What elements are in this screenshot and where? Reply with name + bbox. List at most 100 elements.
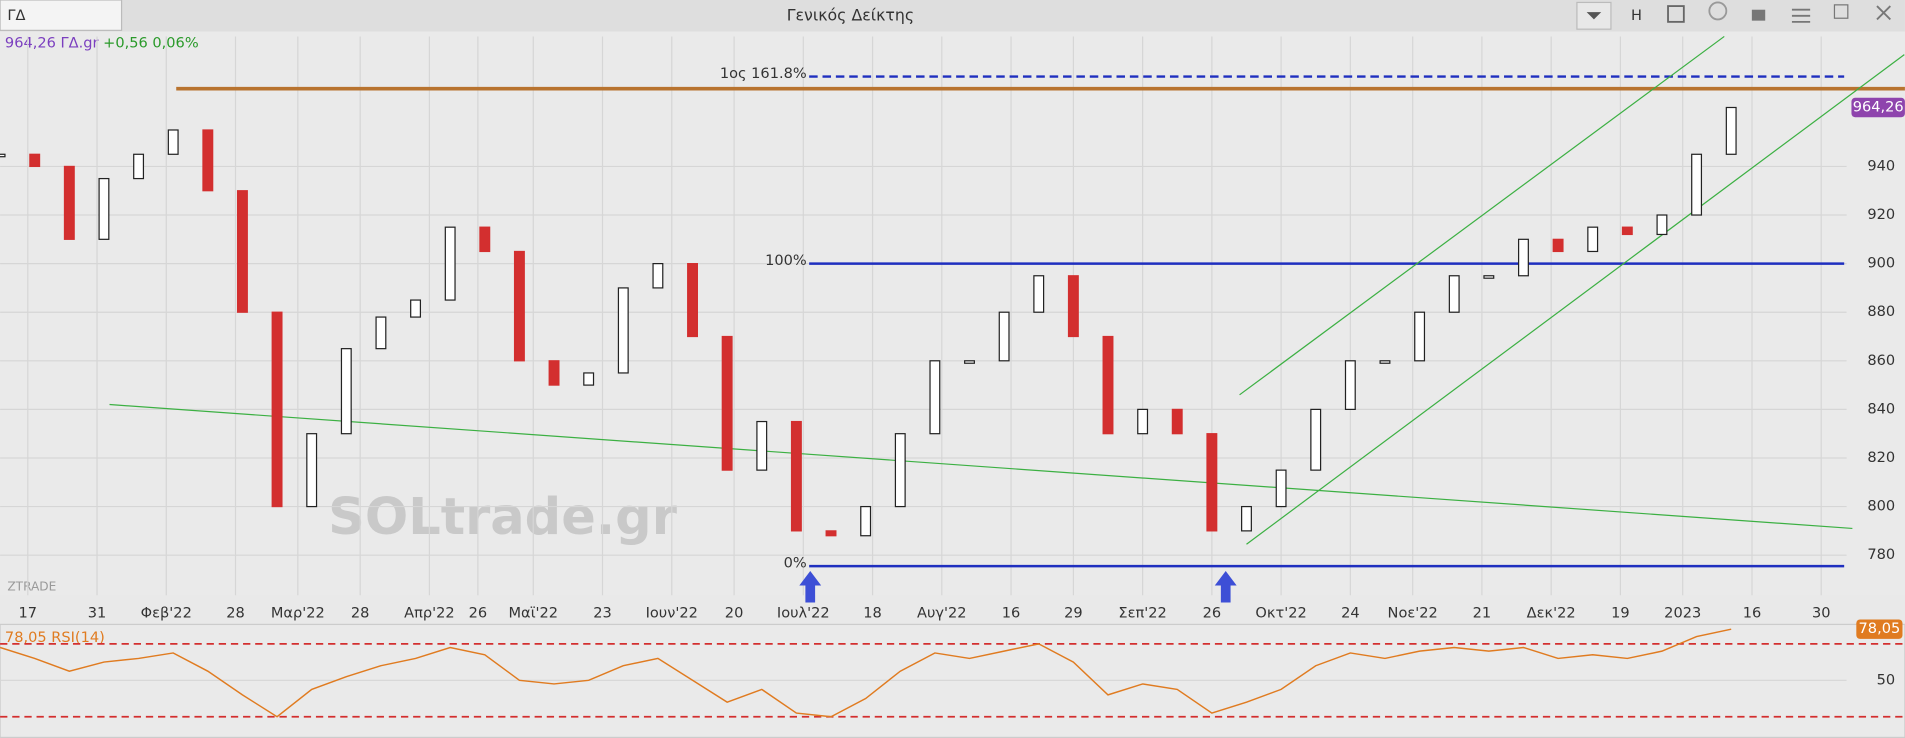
x-tick-label: 29 — [1064, 604, 1083, 621]
candle — [29, 153, 41, 168]
candle — [964, 360, 975, 364]
candle — [1552, 238, 1564, 253]
candle — [1587, 226, 1599, 253]
y-tick-label: 880 — [1867, 303, 1895, 320]
quote: 964,26 ΓΔ.gr +0,56 0,06% — [5, 35, 199, 52]
candle — [1691, 153, 1703, 216]
candle — [860, 505, 872, 537]
trendline — [109, 403, 1853, 530]
candle — [1241, 505, 1252, 532]
y-tick-label: 940 — [1867, 157, 1895, 174]
x-tick-label: 20 — [725, 604, 744, 621]
candle — [63, 165, 75, 240]
y-tick-label: 920 — [1867, 206, 1895, 223]
quote-change: +0,56 — [103, 35, 148, 52]
price-panel — [0, 31, 1905, 596]
h-button[interactable]: H — [1631, 7, 1642, 24]
comment-icon[interactable] — [1708, 1, 1728, 21]
x-tick-label: 19 — [1611, 604, 1630, 621]
trendline — [1246, 54, 1905, 545]
watermark: SOLtrade.gr — [328, 488, 678, 547]
symbol: ΓΔ — [7, 7, 25, 24]
panel-icon[interactable] — [1667, 5, 1685, 23]
candle — [583, 372, 595, 386]
x-tick-label: Απρ'22 — [404, 604, 455, 621]
x-tick-label: 26 — [469, 604, 488, 621]
lock-icon[interactable] — [1751, 9, 1766, 21]
rsi-name: RSI(14) — [51, 629, 105, 646]
y-tick-label: 780 — [1867, 546, 1895, 563]
candle — [617, 287, 629, 374]
candle — [894, 433, 906, 508]
close-icon[interactable] — [1876, 5, 1891, 21]
candle — [825, 530, 837, 537]
rsi-last-box — [1856, 619, 1903, 639]
y-tick-label: 860 — [1867, 352, 1895, 369]
candle — [1379, 360, 1391, 364]
quote-price: 964,26 — [5, 35, 56, 52]
arrow-marker — [1214, 570, 1237, 603]
x-tick-label: 16 — [1743, 604, 1762, 621]
candle — [340, 348, 352, 435]
candle — [1725, 106, 1737, 155]
x-tick-label: 30 — [1812, 604, 1831, 621]
x-tick-label: 28 — [351, 604, 370, 621]
candle — [306, 433, 318, 508]
chart-title: Γενικός Δείκτης — [787, 5, 914, 24]
candle — [0, 153, 6, 158]
candle — [375, 316, 387, 350]
symbol-box[interactable] — [0, 0, 123, 31]
candle — [98, 177, 110, 240]
candle — [202, 129, 214, 192]
candle — [998, 311, 1010, 362]
candle — [1414, 311, 1426, 362]
x-tick-label: Αυγ'22 — [917, 604, 967, 621]
x-tick-label: 21 — [1473, 604, 1492, 621]
x-tick-label: Δεκ'22 — [1527, 604, 1576, 621]
rsi-last: 78,05 — [5, 629, 47, 646]
candle — [548, 360, 560, 386]
menu-icon[interactable] — [1791, 8, 1811, 23]
x-tick-label: 18 — [863, 604, 882, 621]
candle — [1517, 238, 1529, 277]
rsi-legend: 78,05 RSI(14) — [5, 629, 105, 646]
x-tick-label: Ιουν'22 — [646, 604, 698, 621]
y-tick-label: 800 — [1867, 498, 1895, 515]
arrow-marker — [799, 570, 822, 603]
last-price-box — [1851, 97, 1905, 118]
candle — [1275, 469, 1287, 508]
fib-label: 100% — [765, 252, 807, 269]
candle — [756, 420, 768, 471]
x-tick-label: 16 — [1002, 604, 1021, 621]
restore-icon[interactable] — [1833, 4, 1849, 19]
x-tick-label: 17 — [19, 604, 38, 621]
y-tick-label: 50 — [1877, 671, 1896, 688]
x-tick-label: Ιουλ'22 — [777, 604, 830, 621]
candle — [687, 263, 698, 338]
candle — [1656, 214, 1668, 236]
x-tick-label: Μαρ'22 — [271, 604, 325, 621]
quote-name: ΓΔ.gr — [61, 35, 99, 52]
candle — [513, 250, 525, 362]
quote-change-pct: 0,06% — [152, 35, 198, 52]
candle — [1344, 360, 1356, 410]
rsi-last-label: 78,05 — [1859, 620, 1901, 637]
last-price-label: 964,26 — [1853, 98, 1904, 115]
x-tick-label: Φεβ'22 — [141, 604, 192, 621]
candle — [1310, 408, 1322, 471]
candle — [444, 226, 456, 301]
x-tick-label: Νοε'22 — [1388, 604, 1438, 621]
x-tick-label: 2023 — [1664, 604, 1701, 621]
y-tick-label: 900 — [1867, 255, 1895, 272]
candle — [721, 335, 733, 471]
candle — [1448, 275, 1460, 313]
x-tick-label: 26 — [1203, 604, 1222, 621]
y-tick-label: 840 — [1867, 400, 1895, 417]
candle — [1206, 433, 1218, 532]
x-tick-label: 24 — [1341, 604, 1360, 621]
x-tick-label: Μαϊ'22 — [508, 604, 558, 621]
fib-label: 1ος 161.8% — [720, 65, 807, 82]
x-tick-label: 31 — [88, 604, 107, 621]
